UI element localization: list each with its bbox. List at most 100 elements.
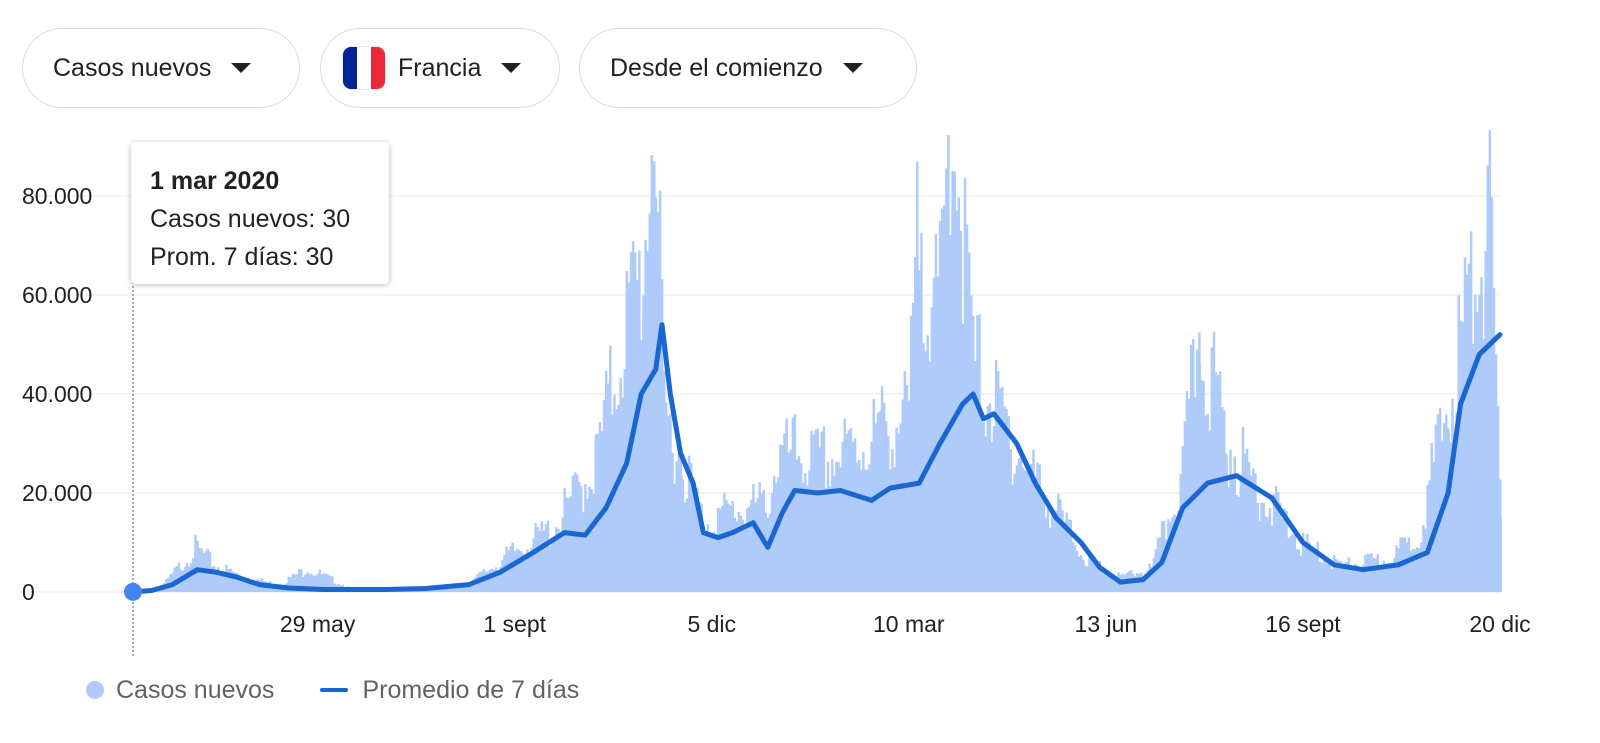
- case-bar: [793, 414, 797, 592]
- case-bar: [1459, 320, 1463, 592]
- legend-bars-label: Casos nuevos: [116, 675, 275, 704]
- case-bar: [503, 554, 506, 592]
- case-bar: [1463, 257, 1467, 592]
- case-bar: [1026, 464, 1029, 592]
- case-bar: [173, 567, 176, 592]
- case-bar: [1011, 484, 1014, 592]
- case-bar: [731, 522, 735, 592]
- case-bar: [857, 459, 861, 592]
- case-bar: [1324, 562, 1328, 592]
- case-bar: [1287, 538, 1290, 592]
- y-axis-labels: 0 20.000 40.000 60.000 80.000: [22, 183, 92, 605]
- case-bar: [1469, 231, 1473, 592]
- case-bar: [1467, 344, 1471, 592]
- case-bar: [1430, 443, 1433, 592]
- case-bar: [1457, 295, 1460, 592]
- case-bar: [1005, 408, 1008, 592]
- case-bar: [654, 197, 658, 592]
- case-bar: [598, 421, 602, 592]
- case-bar: [642, 319, 646, 592]
- case-bar: [812, 435, 815, 592]
- case-bar: [302, 576, 305, 592]
- case-bar: [1359, 569, 1363, 592]
- case-bar: [1339, 560, 1342, 592]
- case-bar: [648, 213, 651, 593]
- case-bar: [820, 431, 824, 592]
- case-bar: [1090, 559, 1093, 592]
- case-bar: [685, 498, 689, 592]
- case-bar: [679, 473, 683, 592]
- case-bar: [459, 585, 463, 592]
- case-bar: [640, 340, 643, 592]
- case-bar: [1353, 564, 1357, 592]
- country-dropdown[interactable]: Francia: [320, 28, 560, 108]
- case-bar: [237, 574, 241, 592]
- case-bar: [1013, 474, 1017, 592]
- y-tick-label: 0: [22, 579, 35, 605]
- case-bar: [1488, 265, 1492, 592]
- case-bar: [760, 493, 763, 592]
- y-tick-label: 60.000: [22, 282, 92, 308]
- case-bar: [1148, 563, 1151, 592]
- cases-chart[interactable]: 0 20.000 40.000 60.000 80.000 29 may 1 sept 5 …: [0, 130, 1600, 660]
- case-bar: [331, 576, 334, 592]
- case-bar: [308, 573, 311, 592]
- case-bar: [1067, 519, 1070, 592]
- case-bar: [1262, 502, 1265, 592]
- case-bar: [1285, 510, 1288, 592]
- case-bar: [484, 571, 488, 592]
- case-bar: [1208, 430, 1212, 592]
- case-bar: [1175, 516, 1178, 592]
- case-bar: [546, 520, 550, 592]
- case-bar: [1299, 556, 1303, 592]
- case-bar: [687, 455, 691, 592]
- case-bar: [1088, 567, 1092, 592]
- case-bar: [1426, 485, 1429, 592]
- case-bar: [1079, 555, 1083, 592]
- case-bar: [1374, 558, 1377, 592]
- case-bar: [1347, 557, 1351, 592]
- case-bar: [1048, 527, 1052, 592]
- case-bar: [1050, 507, 1054, 592]
- case-bar: [930, 307, 934, 592]
- case-bar: [1422, 525, 1425, 592]
- case-bar: [855, 462, 859, 592]
- metric-dropdown[interactable]: Casos nuevos: [22, 28, 300, 108]
- case-bar: [828, 486, 832, 592]
- case-bar: [826, 461, 830, 592]
- case-bar: [1164, 539, 1168, 592]
- case-bar: [1113, 575, 1116, 592]
- x-tick-label: 1 sept: [483, 611, 546, 637]
- case-bar: [843, 418, 846, 592]
- case-bar: [837, 461, 840, 592]
- case-bar: [322, 573, 326, 592]
- case-bar: [864, 469, 867, 592]
- case-bar: [905, 385, 909, 592]
- case-bar: [515, 548, 519, 592]
- date-range-dropdown[interactable]: Desde el comienzo: [579, 28, 917, 108]
- case-bar: [1042, 500, 1046, 592]
- case-bar: [314, 575, 317, 592]
- case-bar: [1320, 562, 1324, 592]
- case-bar: [592, 493, 595, 592]
- case-bar: [1490, 197, 1494, 592]
- case-bar: [582, 512, 585, 592]
- case-bar: [217, 567, 220, 592]
- case-bar: [1482, 339, 1485, 592]
- case-bar: [1216, 375, 1220, 592]
- case-bar: [895, 427, 898, 592]
- case-bar: [909, 315, 913, 592]
- case-bar: [936, 369, 940, 592]
- case-bar: [677, 448, 680, 592]
- x-tick-label: 29 may: [280, 611, 356, 637]
- case-bar: [509, 545, 512, 592]
- case-bar: [1393, 557, 1396, 592]
- case-bar: [1384, 565, 1388, 592]
- case-bar: [1297, 549, 1301, 592]
- case-bar: [1281, 518, 1284, 592]
- case-bar: [1480, 277, 1483, 592]
- case-bar: [1283, 508, 1286, 592]
- case-bar: [988, 403, 992, 592]
- case-bar: [1150, 572, 1154, 592]
- case-bar: [1115, 578, 1118, 592]
